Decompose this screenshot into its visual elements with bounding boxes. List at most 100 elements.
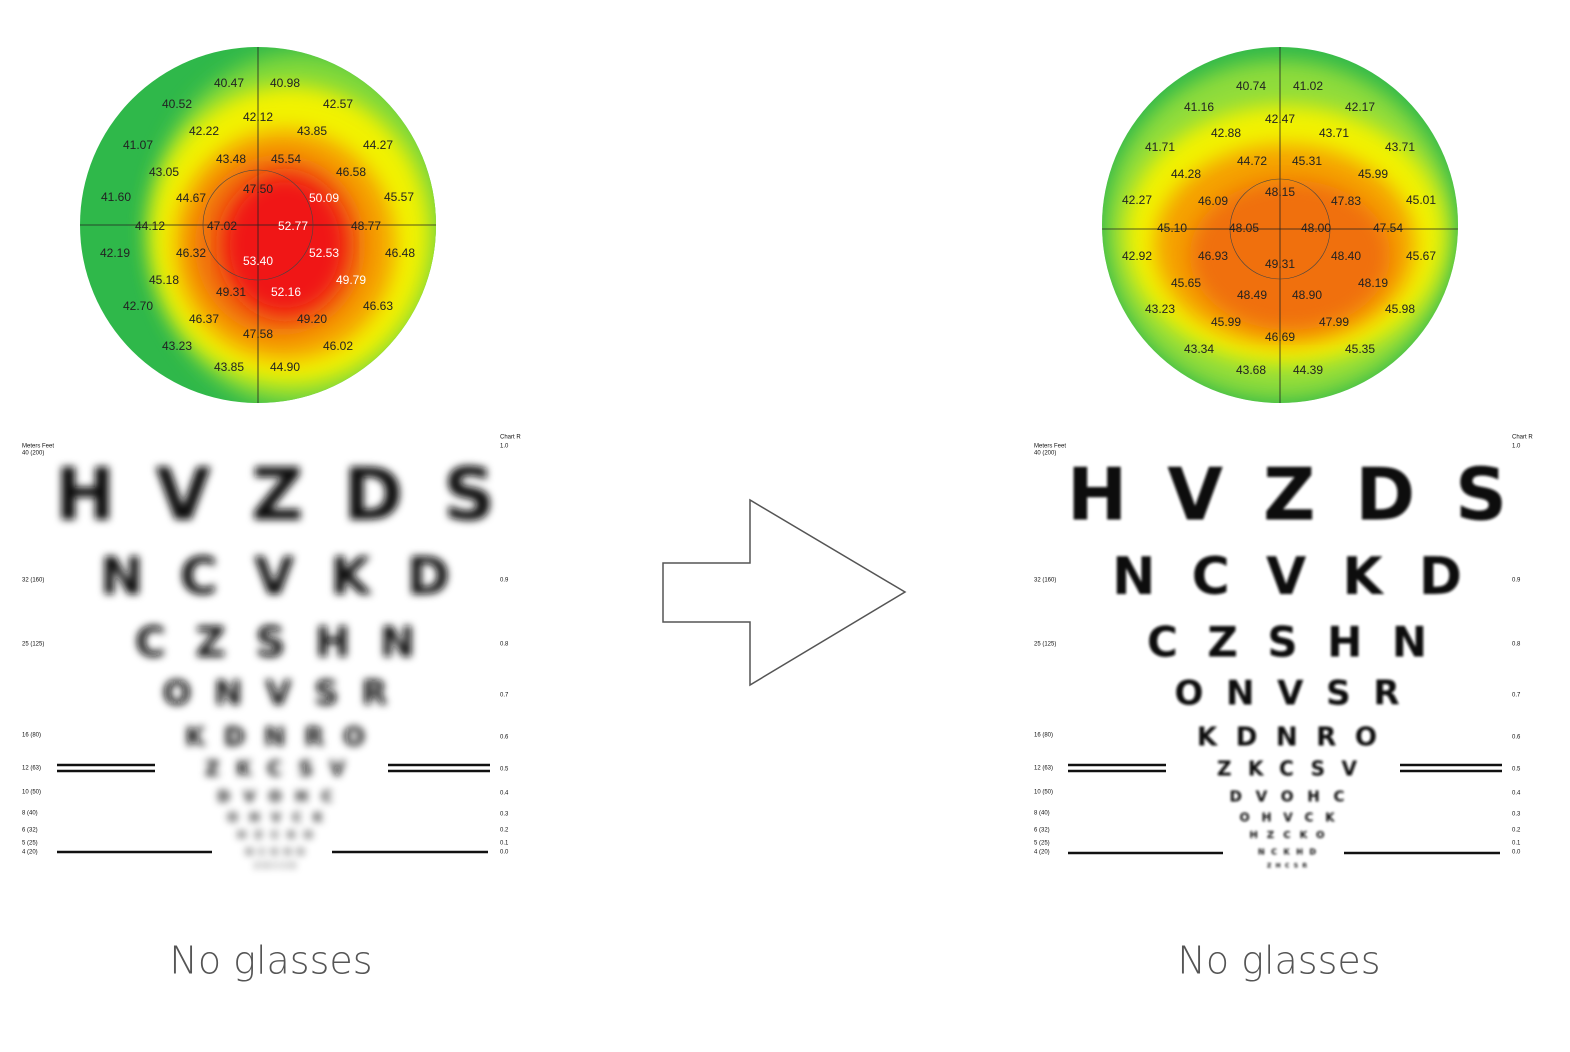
- letter-row: KDNRO: [1197, 723, 1377, 753]
- letter-row: NCVKD: [1112, 547, 1462, 607]
- map-value: 45.01: [1406, 193, 1436, 207]
- map-value: 45.54: [271, 152, 301, 166]
- map-value: 40.47: [214, 76, 244, 90]
- decimal-label: 0.6: [1512, 735, 1521, 741]
- chart-rules: [57, 763, 1502, 855]
- map-values: 40.74 41.02 41.16 42.17 42.47 42.88 43.71 41.71…: [1122, 79, 1436, 377]
- map-value: 45.98: [1385, 302, 1415, 316]
- map-value: 48.05: [1229, 221, 1259, 235]
- map-value: 47.58: [243, 327, 273, 341]
- map-value: 47.99: [1319, 315, 1349, 329]
- letter-row: CZSHN: [135, 618, 415, 667]
- map-value: 41.60: [101, 190, 131, 204]
- map-value: 43.85: [297, 124, 327, 138]
- caption: No glasses: [1177, 939, 1380, 983]
- eye-chart: HVZDS NCVKD CZSHN ONVSR KDNRO ZKCSV DVOHC OHVCK…: [1067, 453, 1507, 870]
- map-value: 40.52: [162, 97, 192, 111]
- acuity-label: 25 (125): [22, 642, 44, 648]
- map-value: 49.31: [216, 285, 246, 299]
- map-value: 43.23: [1145, 302, 1175, 316]
- letter-row: NCKHD: [1258, 848, 1316, 857]
- map-value: 50.09: [309, 191, 339, 205]
- map-value: 46.58: [336, 165, 366, 179]
- map-value: 43.85: [214, 360, 244, 374]
- acuity-label: 4 (20): [22, 850, 38, 856]
- map-value: 41.16: [1184, 100, 1214, 114]
- acuity-label: 4 (20): [1034, 850, 1050, 856]
- map-value: 45.65: [1171, 276, 1201, 290]
- decimal-label: 0.5: [500, 767, 509, 773]
- decimal-label: 0.4: [1512, 791, 1521, 797]
- acuity-label: 12 (63): [1034, 766, 1053, 772]
- decimal-label: 0.1: [500, 841, 509, 847]
- map-value: 42.57: [323, 97, 353, 111]
- map-value: 48.40: [1331, 249, 1361, 263]
- map-value: 44.72: [1237, 154, 1267, 168]
- decimal-label: Chart R: [1512, 435, 1533, 441]
- map-value: 48.00: [1301, 221, 1331, 235]
- map-value: 46.32: [176, 246, 206, 260]
- map-value: 46.48: [385, 246, 415, 260]
- acuity-label: 12 (63): [22, 766, 41, 772]
- acuity-label: 10 (50): [1034, 790, 1053, 796]
- decimal-label: 0.3: [500, 812, 509, 818]
- topography-map: [1102, 47, 1458, 403]
- map-value: 47.83: [1331, 194, 1361, 208]
- map-value: 41.02: [1293, 79, 1323, 93]
- map-value: 42.22: [189, 124, 219, 138]
- letter-row: NCKHD: [246, 848, 304, 857]
- acuity-label: 25 (125): [1034, 642, 1056, 648]
- letter-row: NCVKD: [100, 547, 450, 607]
- map-value: 42.92: [1122, 249, 1152, 263]
- map-value: 44.39: [1293, 363, 1323, 377]
- map-value: 48.15: [1265, 185, 1295, 199]
- acuity-label: Meters Feet: [22, 444, 54, 450]
- acuity-label: 10 (50): [22, 790, 41, 796]
- acuity-label: 32 (160): [22, 578, 44, 584]
- letter-row: OHVCK: [1240, 811, 1336, 825]
- letter-row: OHVCK: [228, 811, 324, 825]
- map-value: 45.57: [384, 190, 414, 204]
- map-value: 48.19: [1358, 276, 1388, 290]
- decimal-label: 0.6: [500, 735, 509, 741]
- arrow: [662, 498, 907, 687]
- map-value: 40.98: [270, 76, 300, 90]
- decimal-label: 0.2: [1512, 828, 1521, 834]
- map-value: 46.09: [1198, 194, 1228, 208]
- map-value: 42.47: [1265, 112, 1295, 126]
- map-value: 42.12: [243, 110, 273, 124]
- map-value: 43.05: [149, 165, 179, 179]
- map-value: 53.40: [243, 254, 273, 268]
- decimal-label: 0.8: [500, 642, 509, 648]
- map-value: 43.71: [1319, 126, 1349, 140]
- map-value: 46.37: [189, 312, 219, 326]
- map-value: 52.53: [309, 246, 339, 260]
- acuity-label: 6 (32): [1034, 828, 1050, 834]
- map-value: 44.67: [176, 191, 206, 205]
- letter-row: ZHCSR: [1267, 863, 1307, 870]
- map-value: 44.90: [270, 360, 300, 374]
- acuity-label: Meters Feet: [1034, 444, 1066, 450]
- map-value: 45.67: [1406, 249, 1436, 263]
- decimal-label: 0.5: [1512, 767, 1521, 773]
- map-value: 46.63: [363, 299, 393, 313]
- decimal-label: 1.0: [1512, 444, 1521, 450]
- map-value: 49.31: [1265, 257, 1295, 271]
- map-value: 45.35: [1345, 342, 1375, 356]
- letter-row: CZSHN: [1147, 618, 1427, 667]
- letter-row: DVOHC: [1230, 788, 1345, 806]
- map-value: 46.93: [1198, 249, 1228, 263]
- letter-row: HVZDS: [55, 453, 495, 537]
- map-value: 42.19: [100, 246, 130, 260]
- map-value: 46.02: [323, 339, 353, 353]
- map-value: 43.34: [1184, 342, 1214, 356]
- acuity-label: 5 (25): [22, 841, 38, 847]
- acuity-label: 8 (40): [1034, 811, 1050, 817]
- eye-chart: HVZDS NCVKD CZSHN ONVSR KDNRO ZKCSV DVOHC OHVCK…: [55, 453, 495, 870]
- map-value: 48.49: [1237, 288, 1267, 302]
- letter-row: ZKCSV: [1217, 757, 1358, 781]
- map-value: 48.77: [351, 219, 381, 233]
- letter-row: HVZDS: [1067, 453, 1507, 537]
- acuity-label: 32 (160): [1034, 578, 1056, 584]
- decimal-label: 0.7: [1512, 693, 1521, 699]
